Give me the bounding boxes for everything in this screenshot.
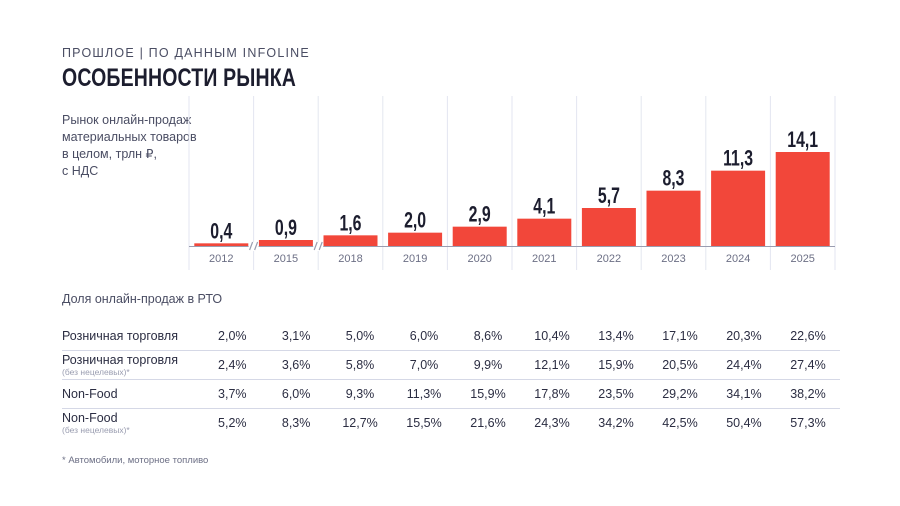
year-label-2024: 2024 <box>726 253 750 265</box>
table-row: Non-Food (без нецелевых)* 5,2% 8,3% 12,7% 15,… <box>62 408 840 437</box>
row-label: Non-Food <box>62 379 201 409</box>
chart-title-line: Рынок онлайн-продаж <box>62 113 192 127</box>
table-cell: 23,5% <box>583 379 648 409</box>
bar-2022 <box>581 208 636 246</box>
chart-title-line: в целом, трлн ₽, <box>62 147 157 161</box>
value-label-2012: 0,4 <box>210 220 232 244</box>
value-label-2019: 2,0 <box>404 209 426 233</box>
table-cell: 8,6% <box>473 329 503 343</box>
table-cell: 3,1% <box>281 329 311 343</box>
year-label-2018: 2018 <box>338 253 362 265</box>
row-label-text: Розничная торговля <box>62 328 178 343</box>
value-label-2018: 1,6 <box>339 212 361 236</box>
table-cell: 24,4% <box>711 350 776 380</box>
bar-2018 <box>323 235 378 246</box>
table-cell: 22,6% <box>790 329 826 343</box>
page-title: ОСОБЕННОСТИ РЫНКА <box>62 64 297 92</box>
table-cell: 27,4% <box>775 350 840 380</box>
year-label-2012: 2012 <box>209 253 233 265</box>
table-cell: 7,0% <box>392 350 457 380</box>
table-cell: 10,4% <box>534 329 570 343</box>
table-cell: 2,0% <box>218 329 247 343</box>
row-label-text: Розничная торговля <box>62 352 178 367</box>
row-label-text: Non-Food <box>62 386 118 401</box>
axis-break-2015 <box>313 241 324 251</box>
bar-chart: 0,4 2012 0,9 2015 1,6 2018 2,0 2019 2,9 2020 4,1 20… <box>188 96 836 270</box>
table-cell: 57,3% <box>775 408 840 437</box>
table-cell: 6,0% <box>409 329 439 343</box>
table-row: Розничная торговля 2,0% 3,1% 5,0% 6,0% 8,6% 10… <box>62 322 840 351</box>
table-cell: 3,7% <box>200 379 265 409</box>
footnote: * Автомобили, моторное топливо <box>62 455 209 466</box>
table-cell: 17,8% <box>520 379 584 409</box>
table-cell: 20,5% <box>647 350 712 380</box>
table-cell: 17,1% <box>662 329 698 343</box>
table-cell: 29,2% <box>647 379 712 409</box>
year-label-2015: 2015 <box>274 253 298 265</box>
table-cell: 15,9% <box>583 350 648 380</box>
table-cell: 9,9% <box>456 350 520 380</box>
table-cell: 12,7% <box>328 408 393 437</box>
chart-title-line: материальных товаров <box>62 130 197 144</box>
bar-2025 <box>775 152 830 246</box>
bar-2020 <box>452 226 507 246</box>
value-label-2020: 2,9 <box>469 203 491 227</box>
table-cell: 15,9% <box>456 379 520 409</box>
year-label-2019: 2019 <box>403 253 427 265</box>
bar-2012 <box>194 243 249 246</box>
table-cell: 8,3% <box>264 408 329 437</box>
row-label: Non-Food (без нецелевых)* <box>62 408 201 437</box>
online-share-table: Розничная торговля 2,0% 3,1% 5,0% 6,0% 8,6% 10… <box>62 322 840 437</box>
table-cell: 15,5% <box>392 408 457 437</box>
value-label-2021: 4,1 <box>533 195 555 219</box>
bar-2024 <box>711 170 766 246</box>
table-cell: 5,2% <box>200 408 265 437</box>
year-label-2022: 2022 <box>597 253 621 265</box>
table-cell: 21,6% <box>456 408 520 437</box>
table-cell: 50,4% <box>711 408 776 437</box>
year-label-2025: 2025 <box>790 253 814 265</box>
row-label: Розничная торговля <box>62 322 200 351</box>
table-cell: 3,6% <box>264 350 329 380</box>
table-cell: 34,2% <box>583 408 648 437</box>
value-label-2025: 14,1 <box>787 129 818 153</box>
bar-2019 <box>388 232 443 246</box>
table-cell: 24,3% <box>520 408 584 437</box>
value-label-2023: 8,3 <box>662 167 684 191</box>
table-cell: 5,0% <box>345 329 375 343</box>
table-cell: 5,8% <box>328 350 393 380</box>
year-label-2021: 2021 <box>532 253 556 265</box>
table-cell: 38,2% <box>775 379 840 409</box>
table-title: Доля онлайн-продаж в РТО <box>62 292 223 306</box>
chart-title: Рынок онлайн-продаж материальных товаров… <box>62 112 222 180</box>
table-cell: 42,5% <box>647 408 712 437</box>
table-cell: 11,3% <box>392 379 457 409</box>
row-label-note: (без нецелевых)* <box>62 366 130 377</box>
table-cell: 13,4% <box>598 329 634 343</box>
axis-break-2012 <box>248 241 259 251</box>
row-label-text: Non-Food <box>62 410 118 425</box>
table-cell: 12,1% <box>520 350 584 380</box>
bar-2021 <box>517 218 572 246</box>
year-label-2020: 2020 <box>467 253 491 265</box>
value-label-2022: 5,7 <box>598 185 620 209</box>
value-label-2024: 11,3 <box>723 147 753 171</box>
row-label: Розничная торговля (без нецелевых)* <box>62 350 201 380</box>
table-row: Розничная торговля (без нецелевых)* 2,4% 3,… <box>62 350 840 380</box>
value-label-2015: 0,9 <box>275 217 297 241</box>
chart-title-line: с НДС <box>62 164 99 178</box>
bar-2015 <box>258 240 313 246</box>
row-label-note: (без нецелевых)* <box>62 424 130 435</box>
section-kicker: ПРОШЛОЕ | ПО ДАННЫМ INFOLINE <box>62 46 310 60</box>
table-cell: 20,3% <box>726 329 762 343</box>
bar-2023 <box>646 190 701 246</box>
year-label-2023: 2023 <box>661 253 685 265</box>
table-cell: 9,3% <box>328 379 393 409</box>
table-cell: 6,0% <box>264 379 329 409</box>
table-cell: 2,4% <box>200 350 265 380</box>
table-cell: 34,1% <box>711 379 776 409</box>
table-row: Non-Food 3,7% 6,0% 9,3% 11,3% 15,9% 17,8% 23,5%… <box>62 379 840 409</box>
